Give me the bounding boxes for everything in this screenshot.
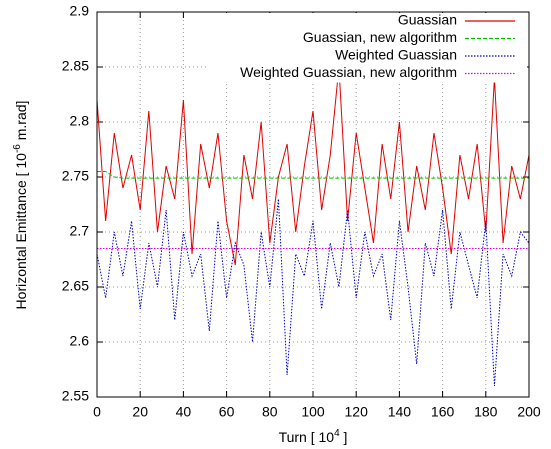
series-line <box>96 198 530 387</box>
plot-frame <box>96 11 530 398</box>
legend-label: Guassian, new algorithm <box>303 29 457 45</box>
y-tick-label: 2.65 <box>62 278 89 294</box>
legend-bg <box>207 13 527 30</box>
legend-bg <box>207 65 527 83</box>
y-tick-label: 2.7 <box>70 223 90 239</box>
y-tick-label: 2.8 <box>70 113 90 129</box>
y-tick-label: 2.9 <box>70 3 90 19</box>
x-label-text: Turn [ 10 <box>279 429 335 445</box>
x-tick-label: 120 <box>345 404 369 420</box>
y-tick-label: 2.55 <box>62 388 89 404</box>
x-label-sup: 4 <box>334 428 340 439</box>
x-axis-label: Turn [ 104 ] <box>279 428 348 445</box>
y-axis-label: Horizontal Emittance [ 10-6 m.rad] <box>12 101 29 310</box>
x-tick-label: 100 <box>301 404 325 420</box>
legend-bg <box>207 48 527 65</box>
x-tick-label: 200 <box>517 404 541 420</box>
legend-bg <box>207 30 527 48</box>
legend-label: Weighted Guassian <box>335 47 457 63</box>
series-line <box>97 171 529 179</box>
x-tick-label: 140 <box>388 404 412 420</box>
x-label-after: ] <box>340 429 348 445</box>
x-tick-label: 0 <box>93 404 101 420</box>
x-tick-label: 80 <box>262 404 278 420</box>
x-tick-label: 60 <box>219 404 235 420</box>
x-tick-label: 180 <box>474 404 498 420</box>
y-label-after: m.rad] <box>13 101 29 145</box>
legend-label: Guassian <box>398 12 457 28</box>
y-label-sup: -6 <box>12 144 23 153</box>
y-tick-label: 2.75 <box>62 168 89 184</box>
legend-label: Weighted Guassian, new algorithm <box>240 64 457 80</box>
x-tick-label: 40 <box>176 404 192 420</box>
x-tick-label: 20 <box>132 404 148 420</box>
series-line <box>96 66 530 266</box>
y-tick-label: 2.85 <box>62 58 89 74</box>
y-tick-label: 2.6 <box>70 333 90 349</box>
x-tick-label: 160 <box>431 404 455 420</box>
y-label-text: Horizontal Emittance [ 10 <box>13 153 29 310</box>
